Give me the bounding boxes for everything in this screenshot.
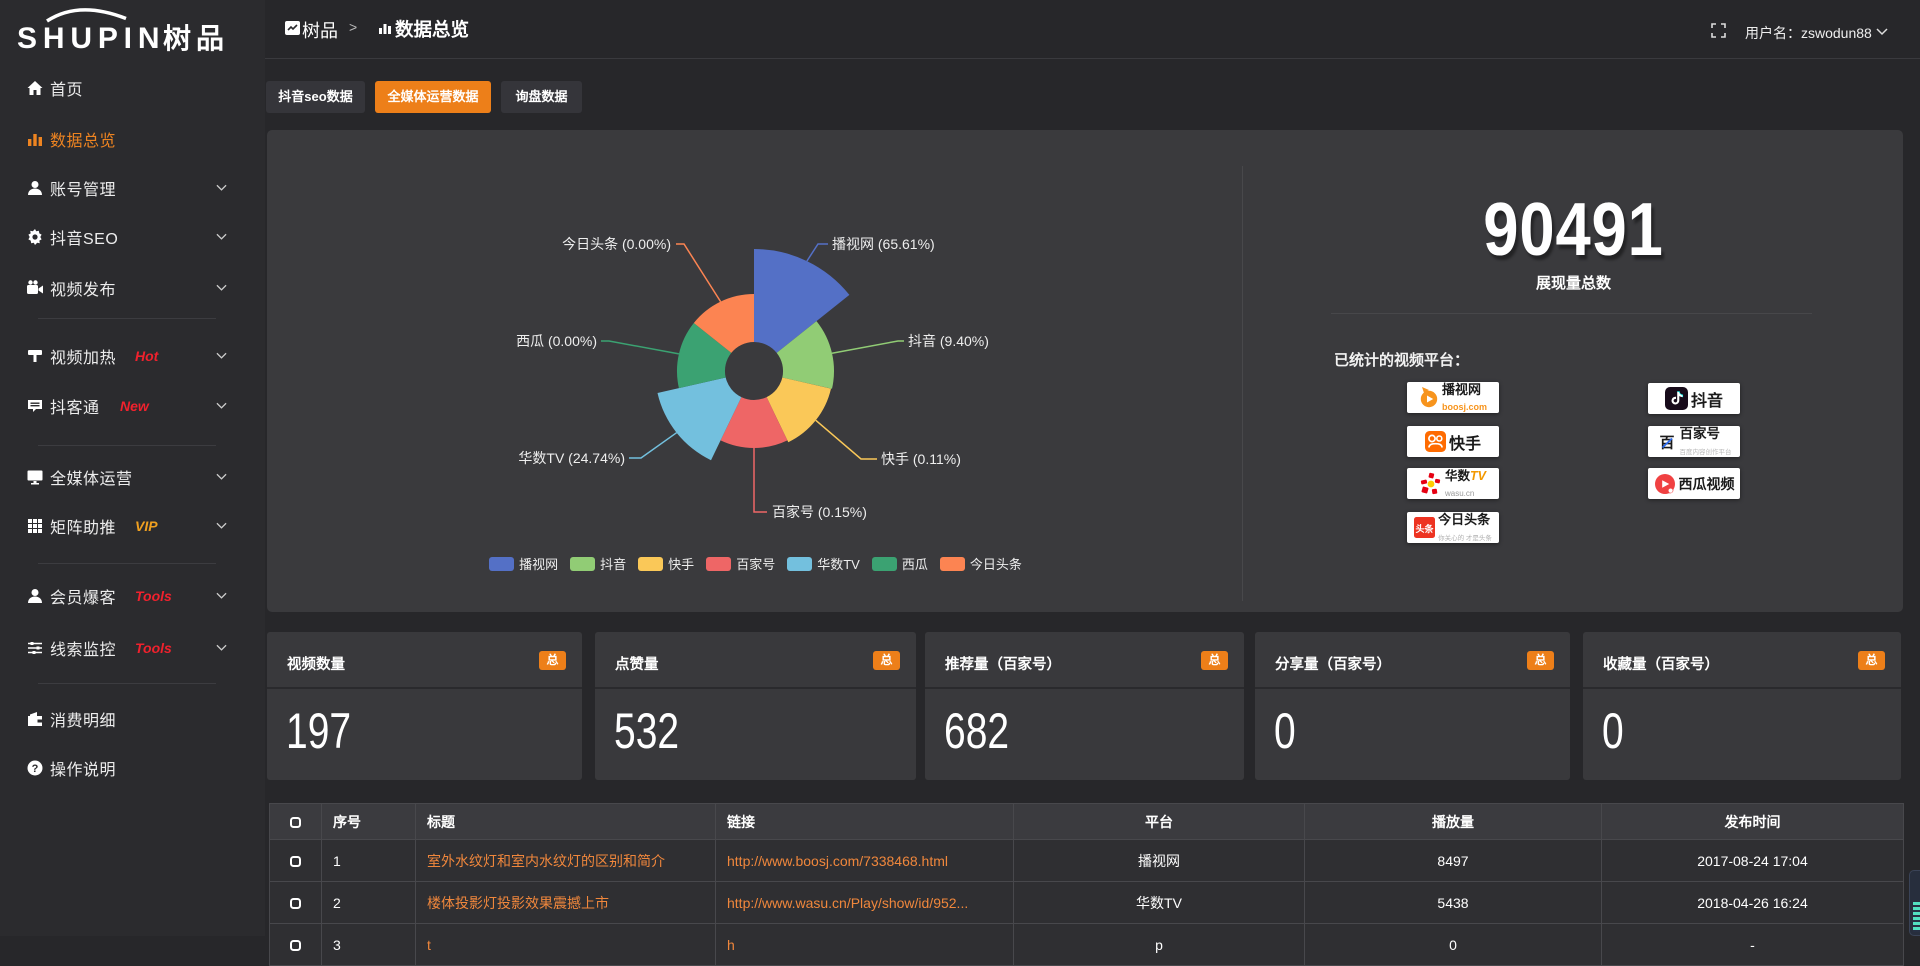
svg-text:抖音 (9.40%): 抖音 (9.40%) bbox=[908, 333, 989, 349]
svg-text:树品: 树品 bbox=[163, 23, 229, 54]
svg-text:SHUPIN: SHUPIN bbox=[17, 22, 160, 55]
svg-text:华数TV (24.74%): 华数TV (24.74%) bbox=[518, 450, 625, 466]
svg-text:百家号 (0.15%): 百家号 (0.15%) bbox=[772, 504, 867, 520]
svg-text:头条: 头条 bbox=[1416, 523, 1435, 534]
svg-text:快手 (0.11%): 快手 (0.11%) bbox=[881, 451, 961, 467]
svg-text:播视网 (65.61%): 播视网 (65.61%) bbox=[832, 236, 935, 252]
svg-text:?: ? bbox=[32, 763, 39, 775]
svg-text:今日头条 (0.00%): 今日头条 (0.00%) bbox=[562, 236, 671, 252]
svg-text:西瓜 (0.00%): 西瓜 (0.00%) bbox=[516, 333, 597, 349]
